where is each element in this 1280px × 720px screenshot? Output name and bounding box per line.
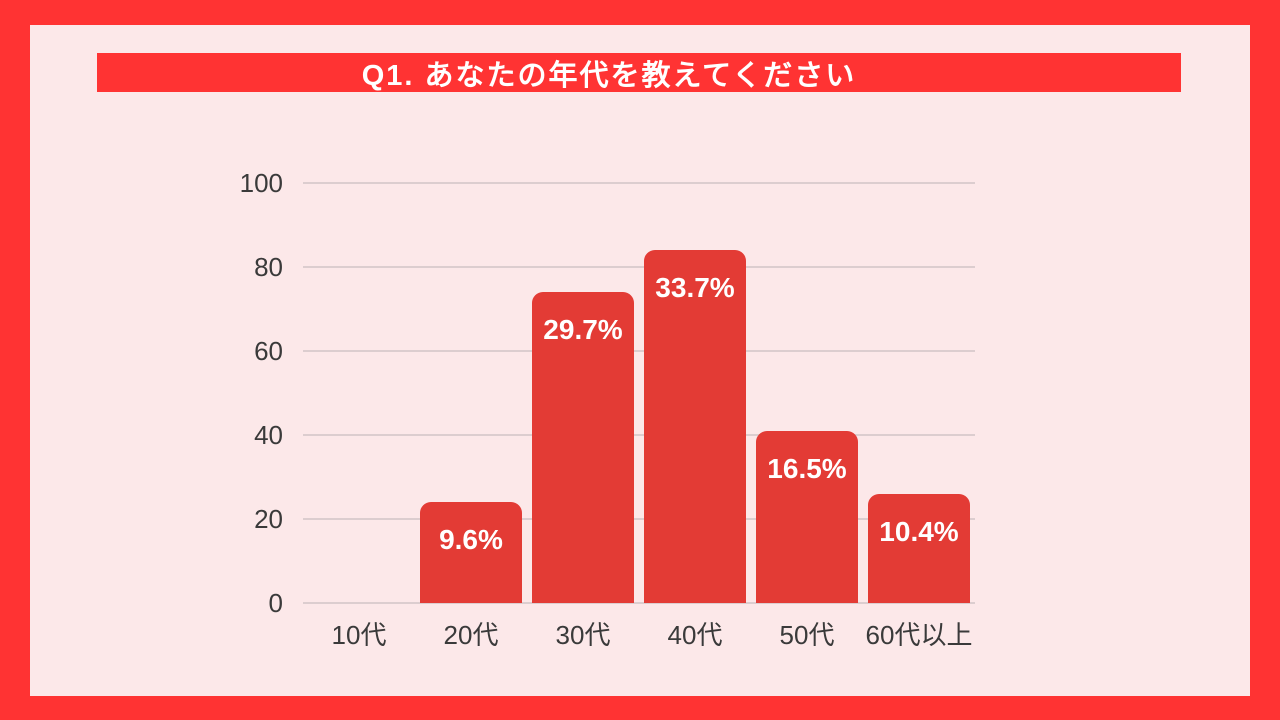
bar-slot: 9.6% <box>415 183 527 603</box>
bar-slot: 10.4% <box>863 183 975 603</box>
bar-value-label: 10.4% <box>879 515 959 547</box>
bar: 9.6% <box>420 502 522 603</box>
y-tick-label: 80 <box>254 252 283 282</box>
y-axis: 0 20 40 60 80 100 <box>30 168 283 618</box>
x-tick-label: 40代 <box>667 620 723 650</box>
gridline <box>303 434 975 436</box>
y-tick-label: 40 <box>254 420 283 450</box>
bar-value-label: 9.6% <box>439 524 503 556</box>
bar-slot: 16.5% <box>751 183 863 603</box>
bar-value-label: 16.5% <box>767 452 847 484</box>
gridline <box>303 518 975 520</box>
bar-value-label: 29.7% <box>543 314 623 346</box>
bar: 33.7% <box>644 250 746 603</box>
x-tick-label: 10代 <box>331 620 387 650</box>
gridline <box>303 350 975 352</box>
bar-value-label: 33.7% <box>655 272 735 304</box>
x-tick-label: 60代以上 <box>865 620 973 650</box>
gridline <box>303 266 975 268</box>
x-tick-label: 30代 <box>555 620 611 650</box>
bar: 29.7% <box>532 292 634 603</box>
gridline <box>303 182 975 184</box>
question-title: Q1. あなたの年代を教えてください <box>361 59 857 92</box>
y-tick-label: 100 <box>239 168 283 198</box>
bar-slot: 33.7% <box>639 183 751 603</box>
bar-slot: 29.7% <box>527 183 639 603</box>
x-axis: 10代 20代 30代 40代 50代 60代以上 <box>303 615 975 652</box>
bar-slot <box>303 183 415 603</box>
x-tick-label: 50代 <box>779 620 835 650</box>
x-tick-label: 20代 <box>443 620 499 650</box>
question-title-bar: Q1. あなたの年代を教えてください <box>97 53 1181 92</box>
plot-area: 9.6% 29.7% 33.7% 16.5% 10.4% <box>303 182 975 604</box>
y-tick-label: 0 <box>268 588 283 618</box>
gridline <box>303 602 975 604</box>
bar: 10.4% <box>868 493 970 603</box>
content-panel: Q1. あなたの年代を教えてください 0 20 40 60 80 100 9.6% 29.7… <box>30 25 1250 696</box>
y-tick-label: 60 <box>254 336 283 366</box>
bar: 16.5% <box>756 430 858 603</box>
y-tick-label: 20 <box>254 504 283 534</box>
